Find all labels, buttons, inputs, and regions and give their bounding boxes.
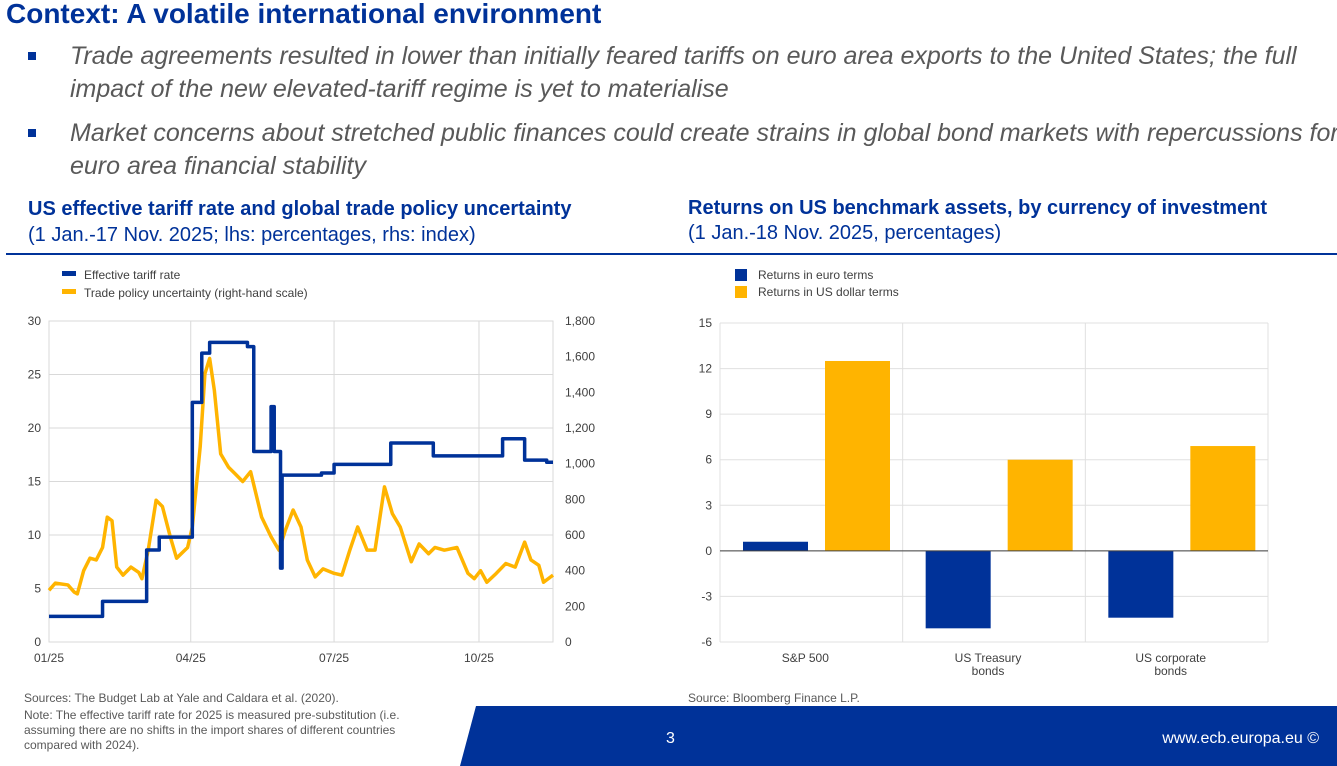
bar: [743, 541, 808, 551]
bullet-square-icon: [28, 129, 36, 137]
y-right-tick-label: 800: [565, 492, 585, 506]
legend-label: Returns in euro terms: [758, 268, 873, 282]
tariff-uncertainty-chart: 0 5 10 15 20 25 30 0 200 400 600 800 1,000 1,200 1,400…: [28, 268, 596, 665]
x-tick-label: 07/25: [319, 651, 349, 665]
footer-band: [460, 706, 1337, 766]
bullet-item: Market concerns about stretched public f…: [28, 117, 1337, 183]
x-category-label: US corporate: [1135, 651, 1206, 665]
x-category-label: bonds: [972, 664, 1005, 678]
x-category-label: bonds: [1154, 664, 1187, 678]
right-source: Source: Bloomberg Finance L.P.: [688, 691, 860, 705]
page-number: 3: [666, 730, 675, 747]
bullet-item: Trade agreements resulted in lower than …: [28, 40, 1328, 106]
bar: [1190, 446, 1256, 551]
left-chart-title: US effective tariff rate and global trad…: [28, 198, 572, 220]
right-chart-subtitle: (1 Jan.-18 Nov. 2025, percentages): [688, 222, 1002, 244]
divider: [6, 253, 1337, 255]
series-line: [49, 340, 553, 619]
website-link[interactable]: www.ecb.europa.eu ©: [1162, 730, 1319, 747]
bullet-square-icon: [28, 52, 36, 60]
y-right-tick-label: 400: [565, 564, 585, 578]
bar: [925, 550, 991, 629]
y-left-tick-label: 30: [28, 314, 42, 328]
y-tick-label: 15: [699, 316, 713, 330]
legend-swatch: [735, 269, 747, 281]
y-left-tick-label: 20: [28, 421, 42, 435]
x-tick-label: 01/25: [34, 651, 64, 665]
legend-swatch: [62, 271, 76, 276]
y-tick-label: -3: [701, 589, 712, 603]
bullet-text: Trade agreements resulted in lower than …: [70, 42, 1297, 103]
right-chart-title: Returns on US benchmark assets, by curre…: [688, 197, 1268, 219]
y-right-tick-label: 1,000: [565, 457, 595, 471]
left-note: Note: The effective tariff rate for 2025…: [24, 708, 400, 752]
legend-swatch: [62, 289, 76, 294]
left-chart-subtitle: (1 Jan.-17 Nov. 2025; lhs: percentages, …: [28, 224, 476, 246]
y-tick-label: -6: [701, 635, 712, 649]
y-right-tick-label: 1,400: [565, 385, 595, 399]
y-left-tick-label: 25: [28, 368, 42, 382]
y-right-tick-label: 600: [565, 528, 585, 542]
y-right-tick-label: 1,800: [565, 314, 595, 328]
y-left-tick-label: 5: [34, 582, 41, 596]
y-tick-label: 0: [705, 544, 712, 558]
y-left-tick-label: 15: [28, 475, 42, 489]
legend-swatch: [735, 286, 747, 298]
slide-title: Context: A volatile international enviro…: [6, 0, 602, 29]
plot-frame: [48, 320, 554, 643]
y-right-tick-label: 1,600: [565, 350, 595, 364]
bar: [825, 360, 890, 551]
y-tick-label: 6: [705, 453, 712, 467]
bar: [1007, 459, 1073, 551]
x-category-label: US Treasury: [955, 651, 1022, 665]
bar: [1108, 550, 1174, 618]
x-tick-label: 10/25: [464, 651, 494, 665]
y-right-tick-label: 200: [565, 599, 585, 613]
y-right-tick-label: 1,200: [565, 421, 595, 435]
y-left-tick-label: 10: [28, 528, 42, 542]
legend-label: Trade policy uncertainty (right-hand sca…: [84, 286, 308, 300]
bullet-text: Market concerns about stretched public f…: [70, 119, 1337, 180]
x-tick-label: 04/25: [176, 651, 206, 665]
x-category-label: S&P 500: [782, 651, 829, 665]
series-line: [47, 356, 555, 596]
legend-label: Returns in US dollar terms: [758, 285, 899, 299]
y-tick-label: 9: [705, 407, 712, 421]
y-left-tick-label: 0: [34, 635, 41, 649]
legend-label: Effective tariff rate: [84, 268, 181, 282]
left-sources: Sources: The Budget Lab at Yale and Cald…: [24, 691, 339, 705]
y-tick-label: 12: [699, 362, 713, 376]
y-right-tick-label: 0: [565, 635, 572, 649]
y-tick-label: 3: [705, 498, 712, 512]
